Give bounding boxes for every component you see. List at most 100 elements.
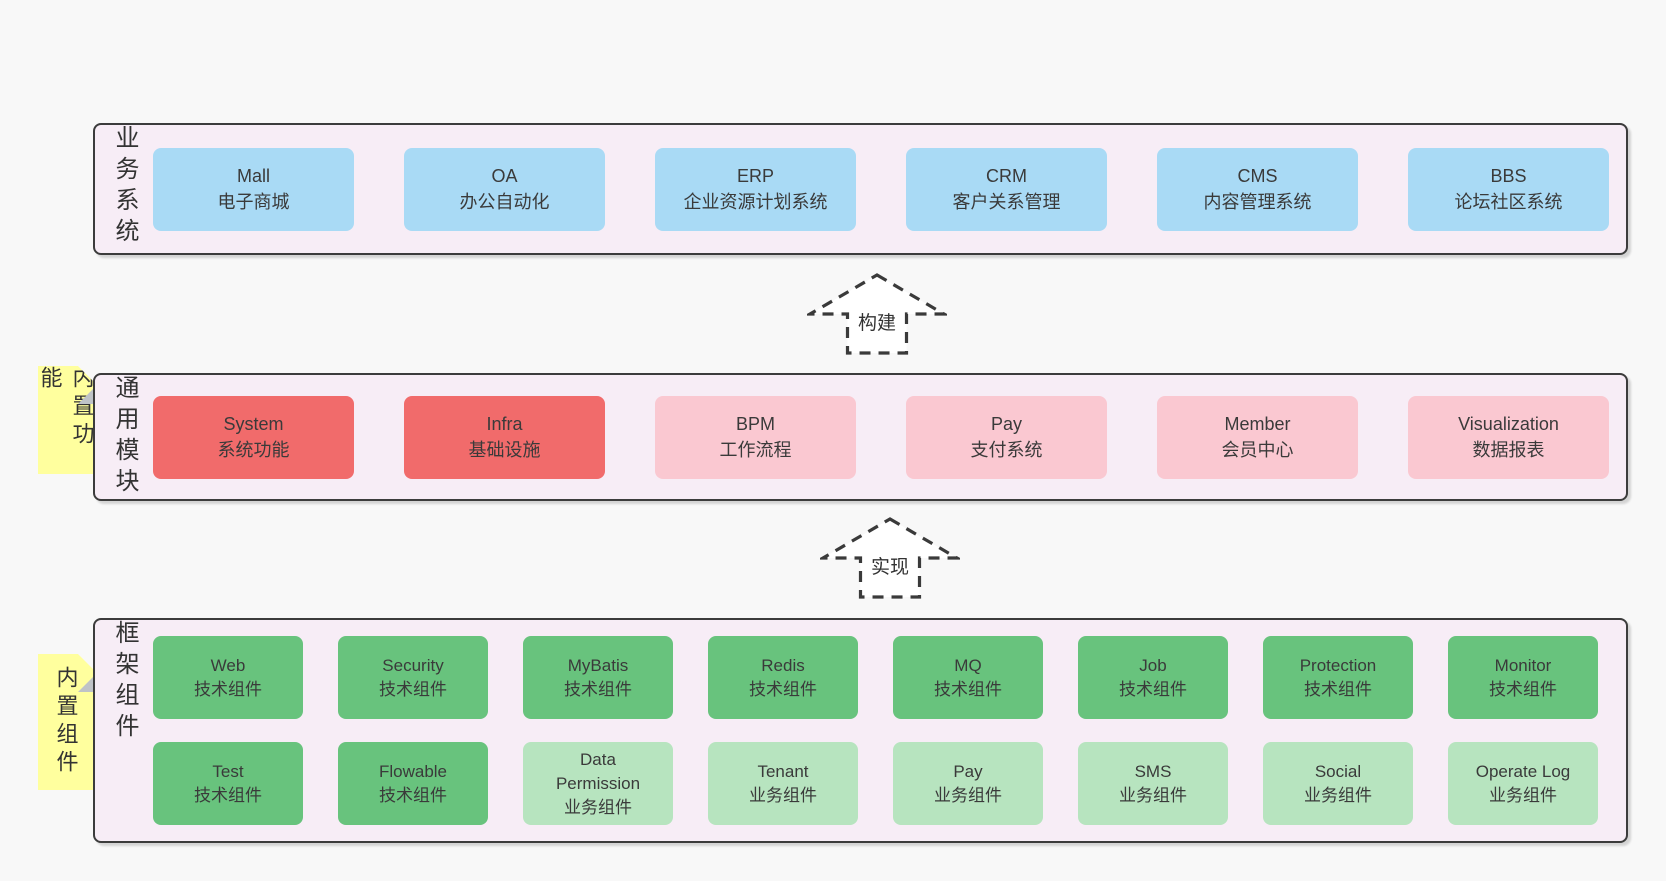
box-name: System <box>223 414 284 434</box>
box-name: Member <box>1224 414 1291 434</box>
folded-corner-icon <box>78 654 97 692</box>
band-label-business-systems: 业务系统 <box>111 125 138 249</box>
box-test: Test 技术组件 <box>153 742 303 825</box>
box-mybatis: MyBatis 技术组件 <box>523 636 673 719</box>
box-desc: 内容管理系统 <box>1203 192 1312 212</box>
dashed-up-arrow-build: 构建 <box>807 273 947 355</box>
box-name: Pay <box>990 414 1023 434</box>
sticky-note-built-in-functions: 内置功能 <box>38 366 97 474</box>
box-name: Test <box>212 761 244 781</box>
box-mall: Mall 电子商城 <box>153 147 354 231</box>
box-name: Job <box>1139 655 1167 675</box>
box-name: Monitor <box>1494 655 1552 675</box>
box-desc: 企业资源计划系统 <box>683 192 828 212</box>
box-bpm: BPM 工作流程 <box>655 395 856 479</box>
box-pay-business: Pay 业务组件 <box>893 742 1043 825</box>
box-name: Visualization <box>1458 414 1559 434</box>
box-desc: 技术组件 <box>934 679 1002 699</box>
box-security: Security 技术组件 <box>338 636 488 719</box>
box-monitor: Monitor 技术组件 <box>1448 636 1598 719</box>
box-desc: 工作流程 <box>719 440 792 460</box>
box-infra: Infra 基础设施 <box>404 395 605 479</box>
box-desc: 业务组件 <box>749 785 817 805</box>
box-desc: 技术组件 <box>749 679 817 699</box>
box-desc: 系统功能 <box>217 440 290 460</box>
box-bbs: BBS 论坛社区系统 <box>1408 147 1609 231</box>
band-business-systems: 业务系统 Mall 电子商城 OA 办公自动化 ERP 企业资源计划系统 CRM… <box>93 123 1628 255</box>
box-name: SMS <box>1134 761 1172 781</box>
box-name: CMS <box>1237 166 1278 186</box>
box-desc: 技术组件 <box>1304 679 1372 699</box>
box-desc: 技术组件 <box>194 679 262 699</box>
box-desc: 技术组件 <box>379 785 447 805</box>
box-desc: 技术组件 <box>564 679 632 699</box>
box-desc: 技术组件 <box>379 679 447 699</box>
box-desc: 办公自动化 <box>459 192 550 212</box>
box-name: OA <box>491 166 518 186</box>
box-desc: 基础设施 <box>468 440 541 460</box>
box-name: MyBatis <box>567 655 629 675</box>
box-desc: 客户关系管理 <box>952 192 1061 212</box>
box-name: Redis <box>761 655 805 675</box>
arrow-implement-label: 实现 <box>871 556 909 578</box>
note-text: 内置组件 <box>53 666 79 778</box>
box-desc: 技术组件 <box>194 785 262 805</box>
box-name: Protection <box>1299 655 1377 675</box>
box-web: Web 技术组件 <box>153 636 303 719</box>
box-name: Mall <box>236 166 270 186</box>
box-desc: 业务组件 <box>564 797 632 817</box>
band-common-modules: 通用模块 System 系统功能 Infra 基础设施 BPM 工作流程 Pay… <box>93 373 1628 501</box>
box-cms: CMS 内容管理系统 <box>1157 147 1358 231</box>
band-label-framework-components: 框架组件 <box>111 620 138 744</box>
box-desc: 业务组件 <box>1304 785 1372 805</box>
box-desc: 技术组件 <box>1489 679 1557 699</box>
box-name: ERP <box>736 166 774 186</box>
box-name: Flowable <box>378 761 448 781</box>
box-mq: MQ 技术组件 <box>893 636 1043 719</box>
arrow-build-label: 构建 <box>858 312 896 334</box>
box-sms: SMS 业务组件 <box>1078 742 1228 825</box>
box-desc: 业务组件 <box>1119 785 1187 805</box>
box-name: Pay <box>953 761 983 781</box>
box-name: Social <box>1314 761 1362 781</box>
box-desc: 论坛社区系统 <box>1454 192 1563 212</box>
box-erp: ERP 企业资源计划系统 <box>655 147 856 231</box>
box-name: Infra <box>486 414 523 434</box>
band-label-common-modules: 通用模块 <box>111 375 138 499</box>
box-name: Security <box>382 655 444 675</box>
box-name: Data Permission <box>555 749 641 793</box>
box-pay: Pay 支付系统 <box>906 395 1107 479</box>
box-member: Member 会员中心 <box>1157 395 1358 479</box>
box-oa: OA 办公自动化 <box>404 147 605 231</box>
box-name: Web <box>210 655 246 675</box>
box-tenant: Tenant 业务组件 <box>708 742 858 825</box>
arrow-label-bg <box>853 308 901 336</box>
box-desc: 技术组件 <box>1119 679 1187 699</box>
note-text: 内置功能 <box>37 366 95 450</box>
box-name: Tenant <box>757 761 809 781</box>
box-desc: 会员中心 <box>1221 440 1294 460</box>
box-visualization: Visualization 数据报表 <box>1408 395 1609 479</box>
box-redis: Redis 技术组件 <box>708 636 858 719</box>
box-flowable: Flowable 技术组件 <box>338 742 488 825</box>
band-framework-components: 框架组件 Web 技术组件 Security 技术组件 MyBatis 技术组件… <box>93 618 1628 843</box>
box-name: MQ <box>954 655 982 675</box>
box-data-permission: Data Permission 业务组件 <box>523 742 673 825</box>
box-name: CRM <box>986 166 1027 186</box>
box-protection: Protection 技术组件 <box>1263 636 1413 719</box>
box-social: Social 业务组件 <box>1263 742 1413 825</box>
box-system: System 系统功能 <box>153 395 354 479</box>
dashed-up-arrow-implement: 实现 <box>820 517 960 599</box>
box-desc: 电子商城 <box>217 192 290 212</box>
box-desc: 业务组件 <box>934 785 1002 805</box>
box-desc: 数据报表 <box>1472 440 1545 460</box>
box-crm: CRM 客户关系管理 <box>906 147 1107 231</box>
box-operate-log: Operate Log 业务组件 <box>1448 742 1598 825</box>
box-desc: 业务组件 <box>1489 785 1557 805</box>
arrow-label-bg <box>866 552 914 580</box>
box-name: BPM <box>735 414 775 434</box>
sticky-note-built-in-components: 内置组件 <box>38 654 97 790</box>
box-desc: 支付系统 <box>970 440 1043 460</box>
box-name: Operate Log <box>1475 761 1571 781</box>
box-name: BBS <box>1490 166 1527 186</box>
